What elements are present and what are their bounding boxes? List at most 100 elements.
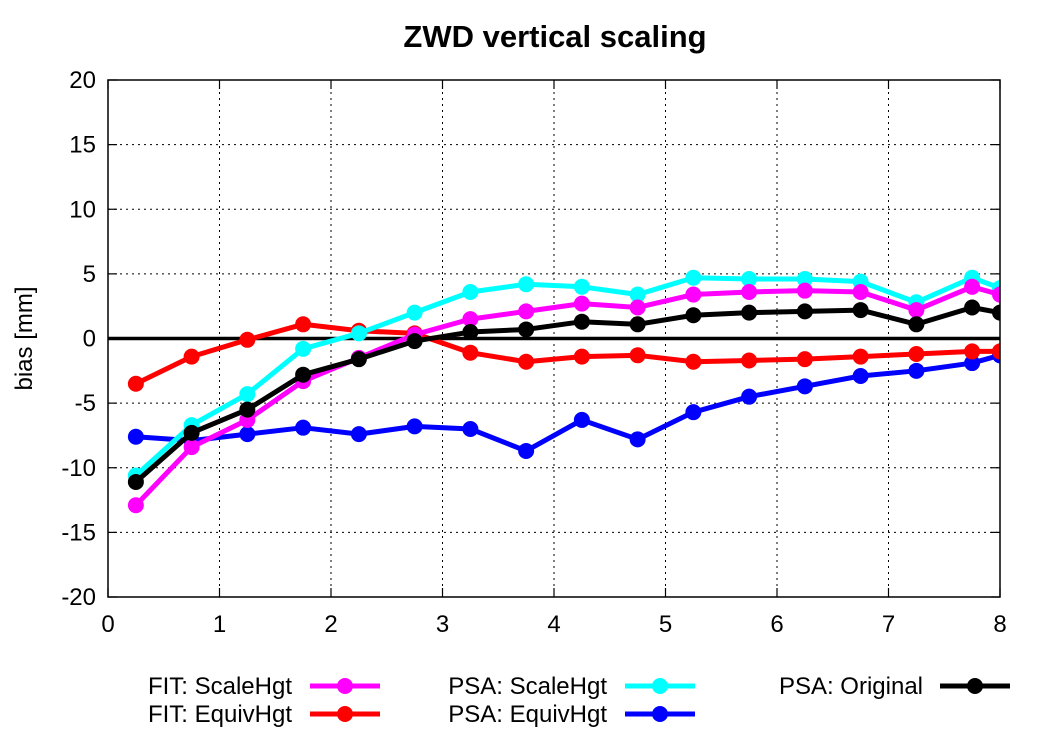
x-tick-label: 5 <box>659 611 672 638</box>
y-tick-label: 5 <box>83 261 96 288</box>
data-point <box>629 316 646 333</box>
data-point <box>964 355 981 372</box>
y-tick-label: -10 <box>61 455 96 482</box>
data-point <box>685 353 702 370</box>
legend-swatch-marker <box>652 706 668 722</box>
data-point <box>908 302 925 319</box>
x-tick-label: 8 <box>993 611 1006 638</box>
data-point <box>350 351 367 368</box>
x-tick-label: 1 <box>213 611 226 638</box>
data-point <box>127 375 144 392</box>
data-point <box>741 271 758 288</box>
x-tick-label: 0 <box>101 611 114 638</box>
data-point <box>462 324 479 341</box>
data-point <box>462 344 479 361</box>
x-tick-label: 7 <box>882 611 895 638</box>
data-point <box>239 331 256 348</box>
data-point <box>239 401 256 418</box>
data-point <box>350 325 367 342</box>
legend-swatch-marker <box>337 706 353 722</box>
data-point <box>992 343 1000 360</box>
data-point <box>852 302 869 319</box>
data-point <box>992 286 1000 303</box>
series-1 <box>127 316 1000 392</box>
data-point <box>573 295 590 312</box>
y-tick-label: 20 <box>69 67 96 94</box>
legend-label: PSA: Original <box>779 673 923 700</box>
data-point <box>629 431 646 448</box>
data-point <box>518 353 535 370</box>
data-point <box>295 316 312 333</box>
data-point <box>908 316 925 333</box>
plot-frame <box>107 79 1001 598</box>
data-point <box>295 366 312 383</box>
x-tick-label: 4 <box>547 611 560 638</box>
y-tick-label: -20 <box>61 584 96 611</box>
chart-title: ZWD vertical scaling <box>403 19 706 54</box>
y-tick-label: -5 <box>75 390 96 417</box>
data-point <box>183 348 200 365</box>
data-point <box>629 347 646 364</box>
data-point <box>573 411 590 428</box>
series-layer <box>127 269 1000 514</box>
data-point <box>964 343 981 360</box>
data-point <box>239 386 256 403</box>
y-tick-label: -15 <box>61 519 96 546</box>
data-point <box>741 388 758 405</box>
data-point <box>741 304 758 321</box>
legend-swatch-marker <box>967 678 983 694</box>
data-point <box>852 367 869 384</box>
x-tick-label: 2 <box>324 611 337 638</box>
data-point <box>406 304 423 321</box>
data-point <box>629 286 646 303</box>
data-point <box>183 439 200 456</box>
data-point <box>573 313 590 330</box>
series-4 <box>127 299 1000 490</box>
data-point <box>573 278 590 295</box>
data-point <box>406 418 423 435</box>
data-point <box>908 346 925 363</box>
legend-swatch-marker <box>652 678 668 694</box>
data-point <box>462 311 479 328</box>
data-point <box>295 340 312 357</box>
data-point <box>964 299 981 316</box>
series-2 <box>127 269 1000 484</box>
data-point <box>406 333 423 350</box>
tick-labels: 0 1 2 3 4 5 6 7 8 -20 -15 -10 -5 0 5 10 15 20 <box>61 67 1006 638</box>
data-point <box>741 352 758 369</box>
data-point <box>127 428 144 445</box>
data-point <box>796 351 813 368</box>
data-point <box>629 299 646 316</box>
data-point <box>852 283 869 300</box>
legend-label: PSA: EquivHgt <box>448 701 607 728</box>
data-point <box>964 278 981 295</box>
legend-label: FIT: ScaleHgt <box>148 673 292 700</box>
data-point <box>685 307 702 324</box>
series-0 <box>127 278 1000 514</box>
data-point <box>127 473 144 490</box>
data-point <box>518 276 535 293</box>
data-point <box>518 442 535 459</box>
legend-swatch-marker <box>337 678 353 694</box>
y-tick-label: 15 <box>69 132 96 159</box>
x-tick-label: 6 <box>770 611 783 638</box>
data-point <box>796 378 813 395</box>
data-point <box>239 426 256 443</box>
data-point <box>852 348 869 365</box>
data-point <box>741 283 758 300</box>
data-point <box>796 271 813 288</box>
data-point <box>518 303 535 320</box>
data-point <box>908 362 925 379</box>
y-tick-label: 10 <box>69 196 96 223</box>
data-point <box>462 283 479 300</box>
data-point <box>796 303 813 320</box>
data-point <box>685 269 702 286</box>
data-point <box>462 420 479 437</box>
data-point <box>518 321 535 338</box>
data-point <box>685 404 702 421</box>
data-point <box>796 282 813 299</box>
data-point <box>183 424 200 441</box>
y-tick-label: 0 <box>83 326 96 353</box>
y-axis-label: bias [mm] <box>11 286 38 390</box>
data-point <box>295 419 312 436</box>
